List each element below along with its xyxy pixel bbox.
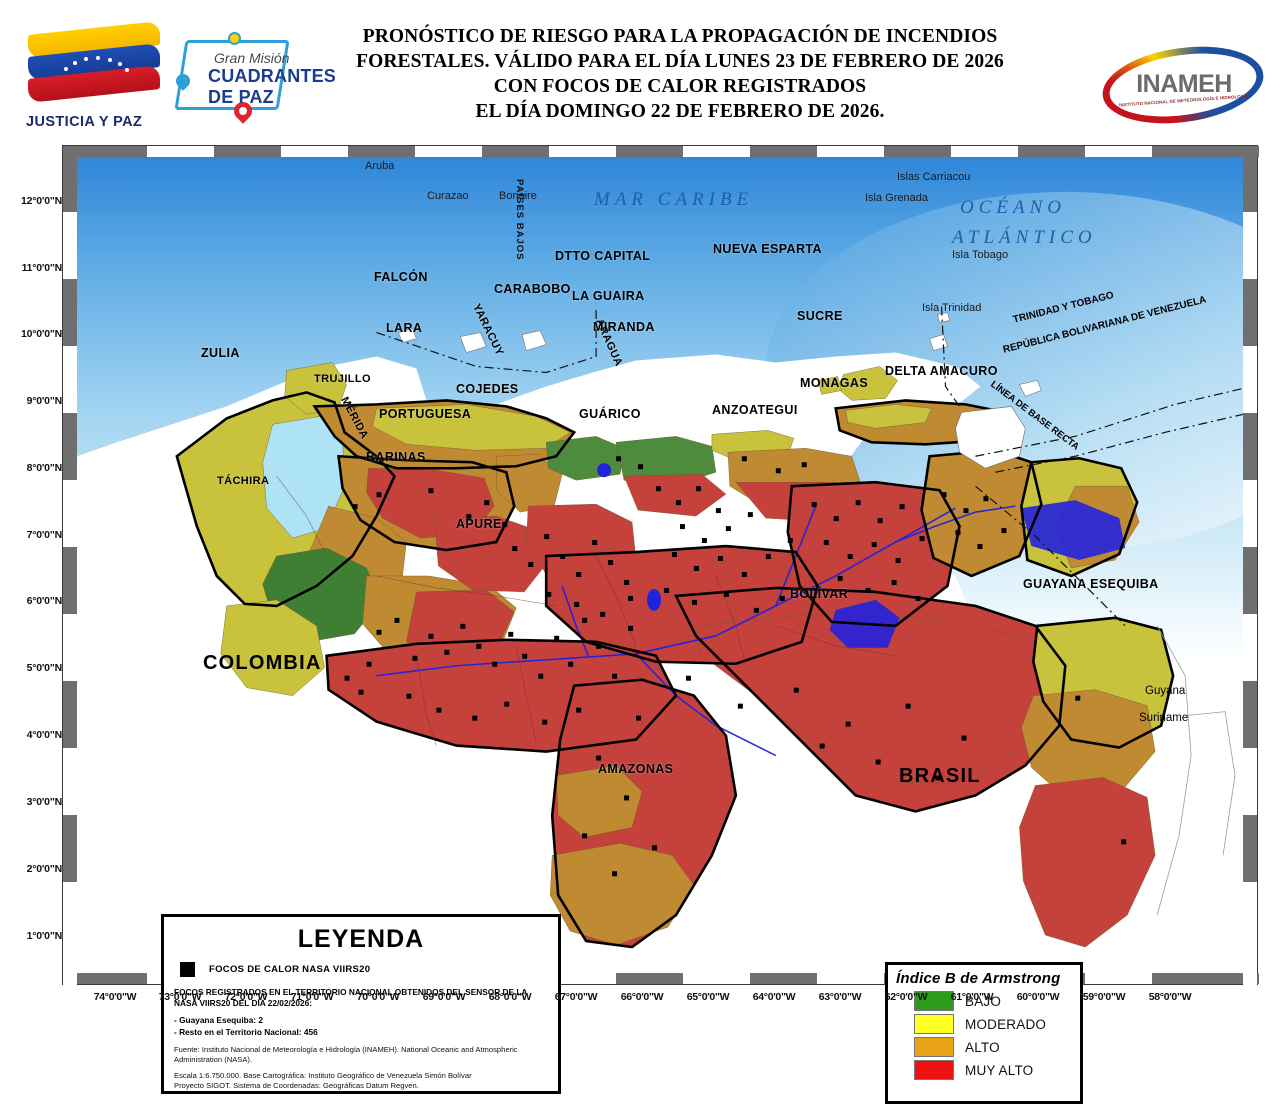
lat-tick-3: 3°0'0"N — [26, 796, 63, 808]
lat-tick-8: 8°0'0"N — [26, 462, 63, 474]
lon-tick-59: 59°0'0"W — [1082, 991, 1126, 1003]
title-line-3: CON FOCOS DE CALOR REGISTRADOS — [493, 76, 867, 97]
venezuela-flag-icon — [28, 21, 168, 114]
lon-tick-68: 68°0'0"W — [488, 991, 532, 1003]
escala-line-2: Proyecto SIGOT. Sistema de Coordenadas: … — [174, 1081, 419, 1090]
lat-tick-6: 6°0'0"N — [26, 595, 63, 607]
lat-tick-10: 10°0'0"N — [20, 328, 62, 340]
swatch-bajo — [914, 991, 954, 1011]
lat-tick-12: 12°0'0"N — [20, 195, 62, 207]
legend-foco-row: FOCOS DE CALOR NASA VIIRS20 — [180, 962, 548, 977]
latitude-axis: 12°0'0"N 11°0'0"N 10°0'0"N 9°0'0"N 8°0'0… — [0, 145, 62, 985]
swatch-muy-alto — [914, 1060, 954, 1080]
page-title: PRONÓSTICO DE RIESGO PARA LA PROPAGACIÓN… — [300, 24, 1060, 124]
armstrong-row-moderado: MODERADO — [914, 1014, 1072, 1034]
legend-counts: - Guayana Esequiba: 2 - Resto en el Terr… — [174, 1015, 548, 1038]
count-guayana-esequiba: - Guayana Esequiba: 2 — [174, 1015, 263, 1025]
label-moderado: MODERADO — [965, 1016, 1047, 1032]
logo-inameh: INAMEH INSTITUTO NACIONAL DE METEOROLOGÍ… — [1097, 32, 1269, 137]
foco-symbol-label: FOCOS DE CALOR NASA VIIRS20 — [209, 964, 371, 975]
legend-fuente: Fuente: Instituto Nacional de Meteorolog… — [174, 1045, 518, 1064]
node-dot-icon — [228, 32, 241, 45]
armstrong-row-alto: ALTO — [914, 1037, 1072, 1057]
lon-tick-69: 69°0'0"W — [422, 991, 466, 1003]
mission-line-1: Gran Misión — [214, 50, 290, 66]
label-alto: ALTO — [965, 1039, 1000, 1055]
lon-tick-60: 60°0'0"W — [1016, 991, 1060, 1003]
label-muy-alto: MUY ALTO — [965, 1062, 1034, 1078]
foco-symbol-icon — [180, 962, 195, 977]
longitude-axis: 74°0'0"W 73°0'0"W 72°0'0"W 71°0'0"W 70°0… — [62, 987, 1258, 1017]
lon-tick-63: 63°0'0"W — [818, 991, 862, 1003]
map-frame[interactable]: MAR CARIBE OCÉANO ATLÁNTICO Aruba Curaza… — [62, 145, 1259, 1104]
lon-tick-66: 66°0'0"W — [620, 991, 664, 1003]
lat-tick-4: 4°0'0"N — [26, 729, 63, 741]
lon-tick-73: 73°0'0"W — [158, 991, 202, 1003]
lon-tick-71: 71°0'0"W — [290, 991, 334, 1003]
lon-tick-61: 61°0'0"W — [950, 991, 994, 1003]
lon-tick-70: 70°0'0"W — [356, 991, 400, 1003]
count-territorio-nacional: - Resto en el Territorio Nacional: 456 — [174, 1026, 318, 1037]
armstrong-row-bajo: BAJO — [914, 991, 1072, 1011]
inameh-wordmark: INAMEH — [1136, 70, 1232, 98]
lon-tick-67: 67°0'0"W — [554, 991, 598, 1003]
lon-tick-58: 58°0'0"W — [1148, 991, 1192, 1003]
swatch-alto — [914, 1037, 954, 1057]
lat-tick-7: 7°0'0"N — [26, 529, 63, 541]
lon-tick-64: 64°0'0"W — [752, 991, 796, 1003]
lat-tick-9: 9°0'0"N — [26, 395, 63, 407]
map-graphics — [77, 157, 1243, 973]
lat-tick-2: 2°0'0"N — [26, 863, 63, 875]
logo-cuadrantes-de-paz: Gran Misión CUADRANTES DE PAZ — [170, 24, 336, 129]
title-line-4: EL DÍA DOMINGO 22 DE FEBRERO DE 2026. — [475, 101, 885, 122]
label-bajo: BAJO — [965, 993, 1002, 1009]
lat-tick-5: 5°0'0"N — [26, 662, 63, 674]
escala-line-1: Escala 1:6.750.000. Base Cartográfica: I… — [174, 1071, 472, 1080]
map-canvas[interactable]: MAR CARIBE OCÉANO ATLÁNTICO Aruba Curaza… — [77, 157, 1243, 973]
armstrong-row-muy-alto: MUY ALTO — [914, 1060, 1072, 1080]
title-line-2: FORESTALES. VÁLIDO PARA EL DÍA LUNES 23 … — [356, 51, 1004, 72]
armstrong-title: Índice B de Armstrong — [896, 970, 1061, 987]
title-line-1: PRONÓSTICO DE RIESGO PARA LA PROPAGACIÓN… — [362, 26, 998, 47]
lon-tick-62: 62°0'0"W — [884, 991, 928, 1003]
justicia-y-paz-label: JUSTICIA Y PAZ — [26, 114, 143, 130]
page-header: JUSTICIA Y PAZ Gran Misión CUADRANTES DE… — [0, 0, 1280, 145]
legend-description: FOCOS REGISTRADOS EN EL TERRITORIO NACIO… — [174, 987, 528, 1008]
legend-title: LEYENDA — [297, 925, 425, 953]
swatch-moderado — [914, 1014, 954, 1034]
lon-tick-72: 72°0'0"W — [224, 991, 268, 1003]
lon-tick-65: 65°0'0"W — [686, 991, 730, 1003]
lat-tick-1: 1°0'0"N — [26, 930, 63, 942]
logo-justicia-y-paz: JUSTICIA Y PAZ Gran Misión CUADRANTES DE… — [18, 18, 336, 134]
legend-box-armstrong[interactable]: Índice B de Armstrong BAJO MODERADO ALTO… — [885, 962, 1083, 1104]
lat-tick-11: 11°0'0"N — [21, 262, 63, 274]
legend-escala: Escala 1:6.750.000. Base Cartográfica: I… — [174, 1071, 548, 1091]
lon-tick-74: 74°0'0"W — [93, 991, 137, 1003]
mission-line-2: CUADRANTES DE PAZ — [208, 66, 336, 107]
